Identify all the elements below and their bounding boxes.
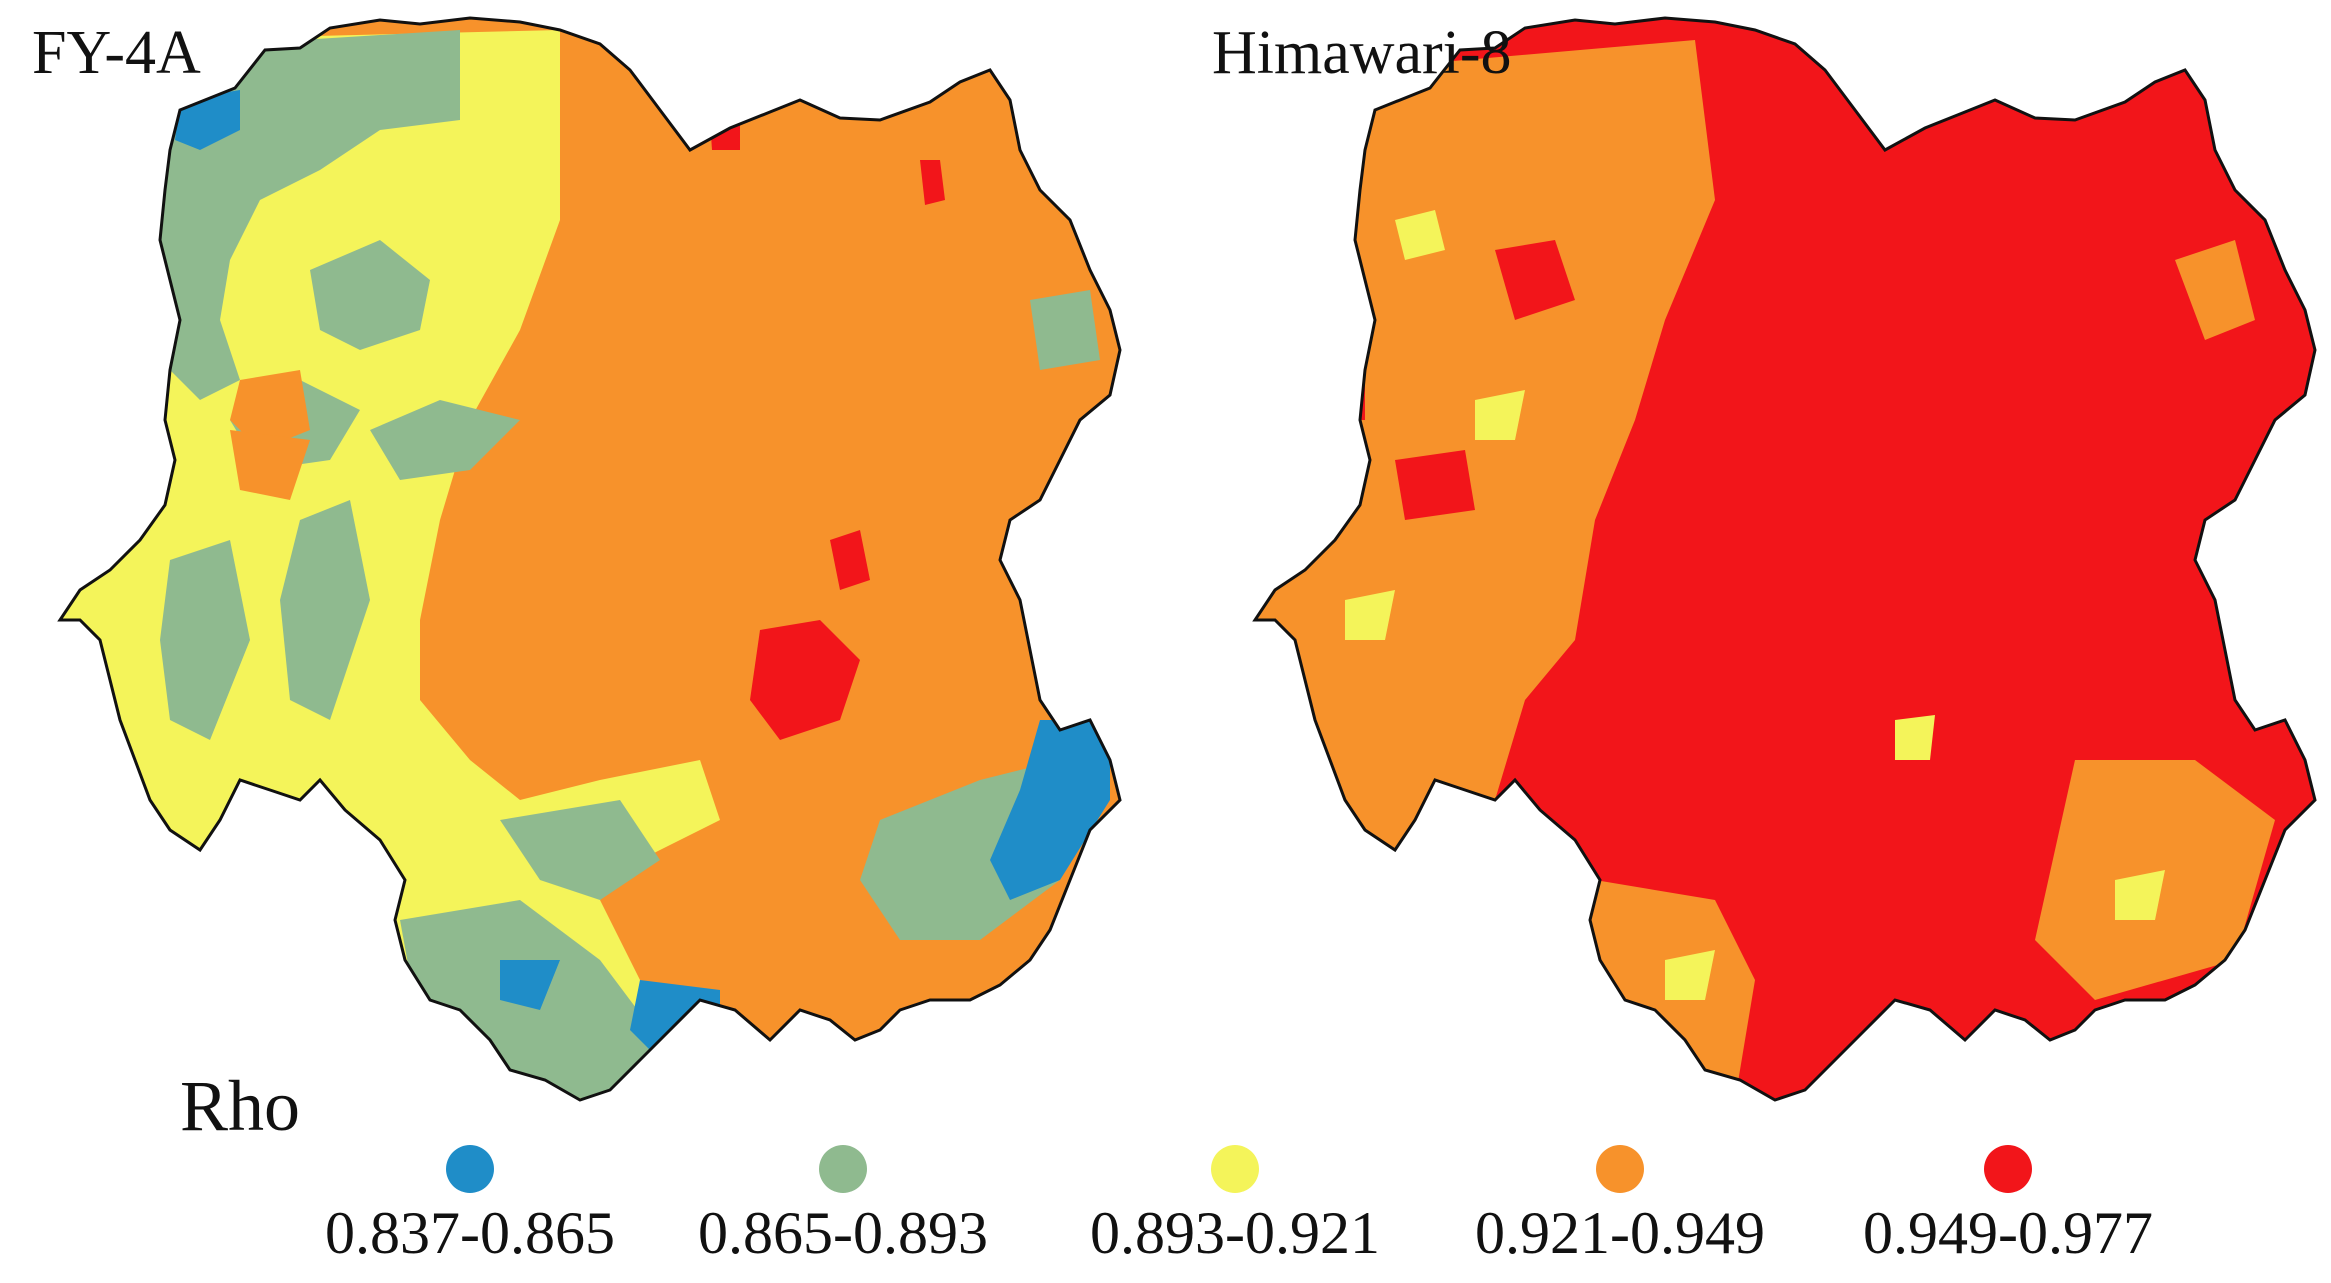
legend-swatch-4 [1596, 1145, 1644, 1193]
himawari8-yellow-d [1665, 950, 1715, 1000]
fy4a-orange-west-b [230, 430, 310, 500]
himawari8-map-title: Himawari-8 [1212, 19, 1512, 87]
fy4a-map [57, 16, 1122, 1102]
legend-swatch-1 [446, 1145, 494, 1193]
himawari8-yellow-a [1395, 210, 1445, 260]
fy4a-green-patch-f [500, 800, 660, 900]
legend-item-1: 0.837-0.865 [290, 1145, 650, 1275]
himawari8-red-west-b [1395, 450, 1475, 520]
legend-item-2: 0.865-0.893 [663, 1145, 1023, 1275]
legend-label-4: 0.921-0.949 [1475, 1200, 1765, 1266]
himawari8-yellow-c [1345, 590, 1395, 640]
legend-title: Rho [180, 1066, 301, 1146]
himawari8-red-west-c [1315, 370, 1365, 420]
fy4a-orange-west-a [230, 370, 310, 450]
himawari8-map [1252, 16, 2317, 1102]
legend-label-5: 0.949-0.977 [1863, 1200, 2153, 1266]
himawari8-boundary [1252, 16, 2317, 1102]
fy4a-blue-southwest [500, 960, 560, 1010]
himawari8-yellow-f [1895, 715, 1935, 760]
fy4a-green-patch-a [310, 240, 430, 350]
himawari8-yellow-e [2115, 870, 2165, 920]
himawari8-red-west-a [1495, 240, 1575, 320]
legend-item-4: 0.921-0.949 [1440, 1145, 1800, 1275]
legend-label-1: 0.837-0.865 [325, 1200, 615, 1266]
fy4a-red-patch-c [920, 160, 945, 205]
legend-item-3: 0.893-0.921 [1055, 1145, 1415, 1275]
legend-label-3: 0.893-0.921 [1090, 1200, 1380, 1266]
fy4a-red-patch-a [750, 620, 860, 740]
fy4a-green-east [1030, 290, 1100, 370]
fy4a-blue-east [990, 720, 1110, 900]
legend-swatch-3 [1211, 1145, 1259, 1193]
fy4a-boundary [57, 16, 1122, 1102]
fy4a-green-patch-e [160, 540, 250, 740]
himawari8-orange-east [2175, 240, 2255, 340]
legend-label-2: 0.865-0.893 [698, 1200, 988, 1266]
legend-item-5: 0.949-0.977 [1828, 1145, 2188, 1275]
fy4a-map-title: FY-4A [32, 19, 201, 87]
fy4a-green-patch-c [370, 400, 520, 480]
legend-swatch-5 [1984, 1145, 2032, 1193]
fy4a-green-patch-d [280, 500, 370, 720]
fy4a-red-patch-b [830, 530, 870, 590]
legend-swatch-2 [819, 1145, 867, 1193]
himawari8-yellow-b [1475, 390, 1525, 440]
